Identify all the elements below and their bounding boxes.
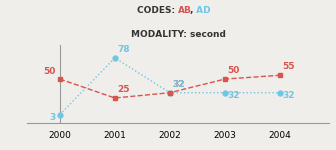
Text: AD: AD (193, 6, 211, 15)
Text: 55: 55 (283, 62, 295, 71)
Text: 32: 32 (173, 80, 185, 89)
Text: 78: 78 (118, 45, 130, 54)
Text: 32: 32 (227, 90, 240, 99)
Text: CODES:: CODES: (137, 6, 178, 15)
Text: 50: 50 (227, 66, 240, 75)
Text: AB: AB (178, 6, 192, 15)
Text: 32: 32 (283, 90, 295, 99)
Text: 50: 50 (43, 67, 55, 76)
Text: ,: , (190, 6, 193, 15)
Text: 32: 32 (173, 80, 185, 89)
Text: 3: 3 (49, 113, 55, 122)
Text: 25: 25 (118, 85, 130, 94)
Text: MODALITY: second: MODALITY: second (131, 30, 225, 39)
